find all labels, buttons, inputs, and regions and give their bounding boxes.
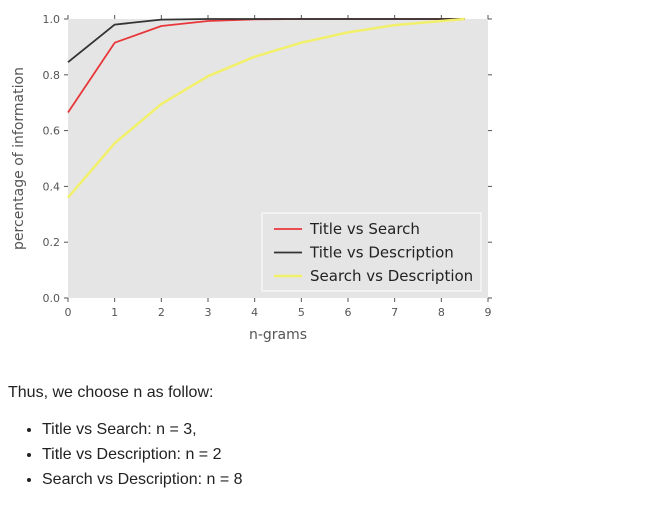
x-tick-label: 8 — [438, 306, 445, 319]
series-line-3 — [67, 17, 465, 199]
axis-ticks: 0 1 2 3 4 5 6 7 8 9 0.0 0.2 0.4 0.6 0.8 1.0 — [43, 13, 492, 319]
y-axis-label: percentage of information — [11, 67, 27, 250]
list-item: Search vs Description: n = 8 — [42, 470, 648, 489]
legend-label: Title vs Search — [309, 220, 420, 238]
x-tick-label: 6 — [345, 306, 352, 319]
x-tick-label: 5 — [298, 306, 305, 319]
x-tick-label: 4 — [251, 306, 258, 319]
legend-label: Search vs Description — [310, 267, 473, 285]
y-tick-label: 0.8 — [43, 69, 61, 82]
choice-list: Title vs Search: n = 3, Title vs Descrip… — [8, 420, 648, 489]
list-item: Title vs Search: n = 3, — [42, 420, 648, 439]
legend-label: Title vs Description — [309, 244, 454, 262]
x-tick-label: 1 — [111, 306, 118, 319]
y-tick-label: 0.4 — [43, 180, 61, 193]
x-tick-label: 0 — [65, 306, 72, 319]
line-chart: 0 1 2 3 4 5 6 7 8 9 0.0 0.2 0.4 0.6 0.8 1.0 Title vs Se… — [11, 13, 492, 343]
y-tick-label: 0.6 — [43, 125, 61, 138]
y-tick-label: 0.2 — [43, 236, 61, 249]
series-line-2 — [67, 18, 465, 63]
x-tick-label: 3 — [205, 306, 212, 319]
chart-series — [67, 17, 465, 199]
legend: Title vs Search Title vs Description Searc… — [261, 212, 482, 292]
y-tick-label: 1.0 — [43, 13, 61, 26]
x-tick-label: 9 — [485, 306, 492, 319]
x-tick-label: 7 — [391, 306, 398, 319]
list-item: Title vs Description: n = 2 — [42, 445, 648, 464]
x-tick-label: 2 — [158, 306, 165, 319]
intro-paragraph: Thus, we choose n as follow: — [8, 384, 214, 401]
x-axis-label: n-grams — [249, 327, 307, 343]
explanation-text: Thus, we choose n as follow: Title vs Se… — [8, 384, 648, 495]
y-tick-label: 0.0 — [43, 292, 61, 305]
